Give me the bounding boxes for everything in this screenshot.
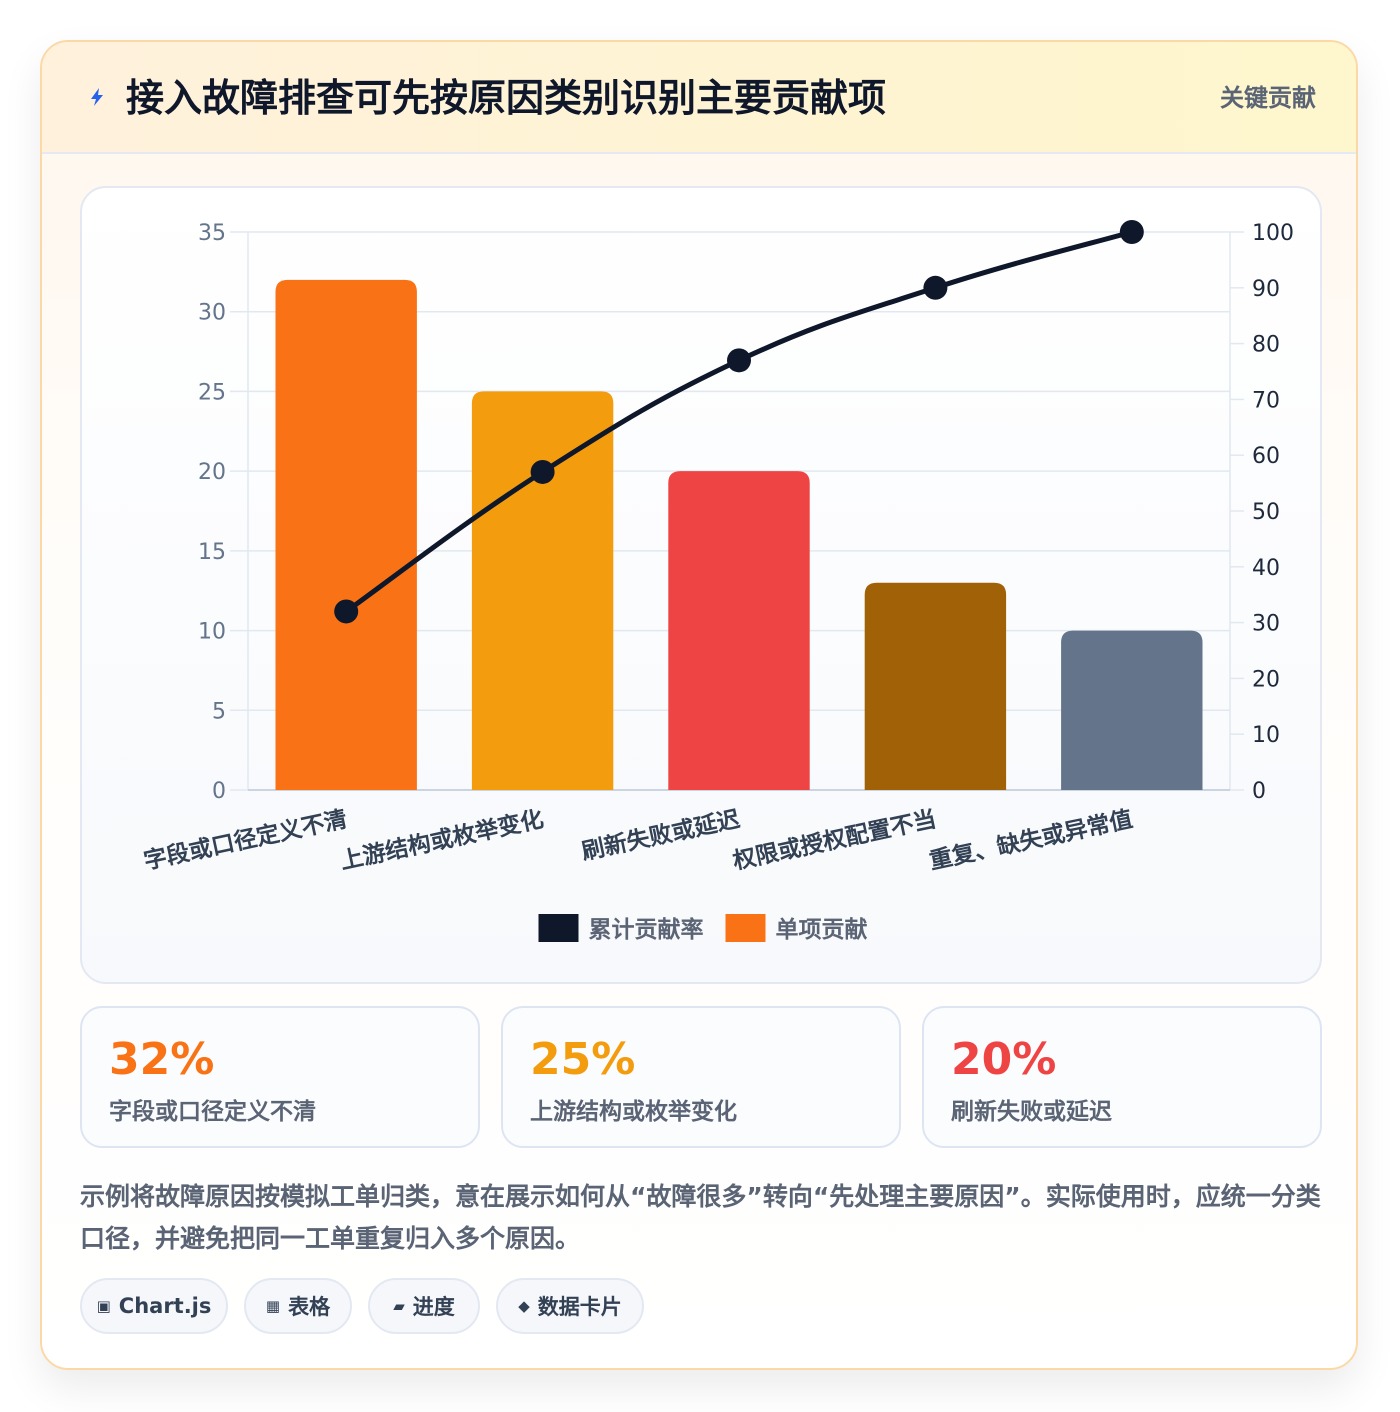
bar [1061, 630, 1203, 790]
tag-label: 进度 [412, 1295, 455, 1319]
y-right-tick-label: 50 [1252, 500, 1280, 525]
legend-label: 单项贡献 [776, 917, 868, 943]
y-right-tick-label: 20 [1252, 667, 1280, 692]
stat-card-3: 20% 刷新失败或延迟 [922, 1006, 1322, 1148]
y-left-tick-label: 30 [198, 301, 226, 326]
stat-value: 20% [951, 1034, 1057, 1085]
tag-table[interactable]: ▦ 表格 [244, 1278, 352, 1334]
chart-card: 接入故障排查可先按原因类别识别主要贡献项 关键贡献 0 5 10 15 20 25 30 35… [40, 40, 1358, 1370]
stat-value: 32% [109, 1034, 215, 1085]
grid-icon: ▦ [265, 1297, 281, 1315]
page-title: 接入故障排查可先按原因类别识别主要贡献项 [126, 76, 887, 120]
square-icon: ▣ [96, 1297, 111, 1315]
diamond-icon: ◆ [518, 1297, 530, 1315]
bar [471, 391, 614, 790]
tag-label: 表格 [288, 1295, 331, 1319]
stat-card-2: 25% 上游结构或枚举变化 [501, 1006, 901, 1148]
pareto-chart: 0 5 10 15 20 25 30 35 0 10 20 30 40 50 60 70 80 90 100 字段或口… [141, 220, 1294, 943]
pareto-chart-panel: 0 5 10 15 20 25 30 35 0 10 20 30 40 50 60 70 80 90 100 字段或口… [80, 186, 1322, 984]
line-point [923, 275, 948, 300]
y-left-tick-label: 20 [198, 460, 226, 485]
y-right-tick-label: 90 [1252, 277, 1280, 302]
tag-chartjs[interactable]: ▣ Chart.js [80, 1278, 228, 1334]
bar [864, 582, 1007, 790]
y-left-tick-label: 0 [212, 779, 226, 804]
y-right-tick-label: 100 [1252, 221, 1294, 246]
key-contribution-badge: 关键贡献 [1220, 84, 1316, 112]
line-point [727, 348, 751, 373]
x-tick-label: 重复、缺失或异常值 [927, 805, 1135, 874]
legend-item: 单项贡献 [725, 914, 868, 943]
stat-value: 25% [530, 1034, 636, 1085]
y-right-tick-label: 70 [1252, 388, 1280, 413]
y-left-tick-label: 25 [198, 380, 226, 405]
x-tick-label: 刷新失败或延迟 [579, 805, 742, 865]
line-point [334, 599, 359, 624]
y-left-tick-label: 5 [212, 699, 226, 724]
card-header: 接入故障排查可先按原因类别识别主要贡献项 关键贡献 [42, 42, 1356, 154]
stat-card-1: 32% 字段或口径定义不清 [80, 1006, 480, 1148]
line-point [530, 459, 555, 484]
tag-label: 数据卡片 [537, 1295, 622, 1319]
bar [275, 279, 417, 790]
y-right-tick-label: 10 [1252, 723, 1280, 748]
tag-progress[interactable]: ▰ 进度 [368, 1278, 480, 1334]
legend-label: 累计贡献率 [589, 916, 704, 943]
stat-label: 上游结构或枚举变化 [530, 1099, 737, 1125]
x-tick-label: 字段或口径定义不清 [141, 805, 349, 874]
stat-label: 刷新失败或延迟 [951, 1099, 1112, 1125]
legend-item: 累计贡献率 [538, 914, 704, 943]
lightning-bolt-icon [91, 88, 103, 106]
y-right-tick-label: 80 [1252, 333, 1280, 358]
y-right-tick-label: 40 [1252, 556, 1280, 581]
legend-swatch [538, 914, 579, 942]
y-right-tick-label: 30 [1252, 612, 1280, 637]
stat-label: 字段或口径定义不清 [109, 1099, 316, 1125]
line-point [1119, 220, 1144, 244]
y-left-tick-label: 35 [198, 221, 226, 246]
tag-label: Chart.js [118, 1294, 212, 1318]
x-tick-label: 权限或授权配置不当 [730, 806, 939, 875]
bar [668, 471, 810, 790]
stat-cards: 32% 字段或口径定义不清 25% 上游结构或枚举变化 20% 刷新失败或延迟 [80, 1006, 1322, 1148]
y-right-tick-label: 0 [1252, 779, 1266, 804]
y-left-tick-label: 10 [198, 620, 226, 645]
y-left-tick-label: 15 [198, 540, 226, 565]
y-right-tick-label: 60 [1252, 444, 1280, 469]
tag-data-card[interactable]: ◆ 数据卡片 [496, 1278, 644, 1334]
progress-bar-icon: ▰ [393, 1297, 405, 1315]
x-tick-label: 上游结构或枚举变化 [338, 805, 546, 874]
chart-note: 示例将故障原因按模拟工单归类，意在展示如何从“故障很多”转向“先处理主要原因”。… [80, 1182, 1321, 1253]
legend-swatch [725, 914, 766, 942]
